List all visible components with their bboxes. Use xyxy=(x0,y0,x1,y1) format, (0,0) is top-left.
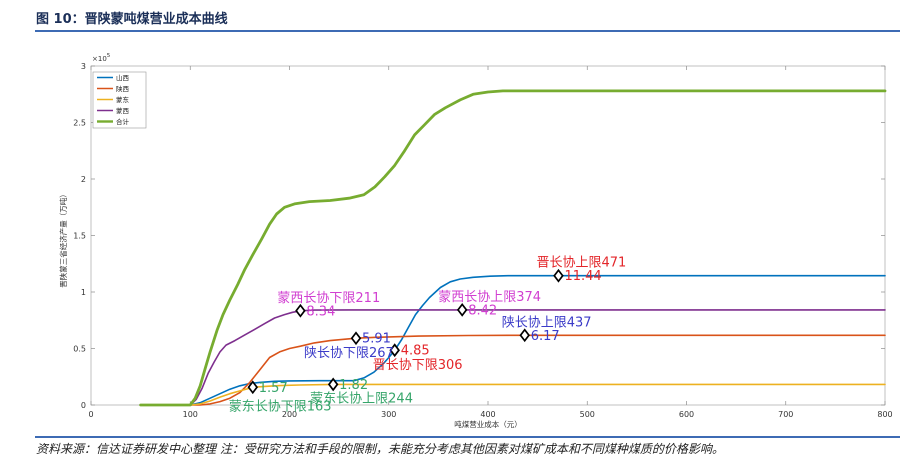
y-tick-label: 1 xyxy=(81,288,86,297)
x-tick-label: 500 xyxy=(580,410,595,419)
y-multiplier-exponent: 5 xyxy=(107,53,111,59)
annotation-value-label: 8.42 xyxy=(468,303,497,318)
annotation-value-label: 1.57 xyxy=(259,381,288,396)
annotation-title-label: 陕长协下限267 xyxy=(304,346,394,361)
annotation-marker xyxy=(247,380,259,395)
series-line-5 xyxy=(139,89,887,407)
x-tick-label: 700 xyxy=(778,410,793,419)
x-tick-label: 800 xyxy=(877,410,892,419)
series-line-1 xyxy=(139,274,886,406)
legend-entry-label: 蒙西 xyxy=(116,106,130,115)
annotation-title-label: 蒙西长协下限211 xyxy=(277,291,380,306)
legend-entry-label: 蒙东 xyxy=(116,95,130,104)
header-rule xyxy=(35,30,900,32)
annotation-value-label: 1.82 xyxy=(339,378,368,393)
legend-entry-label: 合计 xyxy=(116,117,130,126)
annotation-marker xyxy=(350,331,362,346)
figure-title: 图 10：晋陕蒙吨煤营业成本曲线 xyxy=(36,12,228,27)
y-multiplier-base: ×10 xyxy=(92,55,107,63)
annotation-title-label: 蒙东长协下限163 xyxy=(229,399,332,414)
source-note: 资料来源：信达证券研发中心整理 注：受研究方法和手段的限制，未能充分考虑其他因素… xyxy=(36,442,724,456)
y-axis: 0 0.5 1 1.5 2 2.5 3 xyxy=(73,62,885,410)
annotation-title-label: 晋长协下限306 xyxy=(373,358,463,373)
x-axis-label: 吨煤营业成本（元） xyxy=(454,419,522,429)
x-tick-label: 200 xyxy=(282,410,297,419)
annotation-value-label: 8.34 xyxy=(306,304,335,319)
annotation-marker xyxy=(553,268,564,283)
annotation-title-label: 蒙西长协上限374 xyxy=(438,290,541,305)
annotation-marker xyxy=(519,328,530,343)
x-axis: 0 100 200 300 400 500 600 700 800 xyxy=(88,66,893,419)
annotation-marker xyxy=(456,302,468,317)
y-tick-label: 2 xyxy=(81,175,86,184)
legend-entry-label: 山西 xyxy=(116,73,130,82)
annotation-title-label: 蒙东长协上限244 xyxy=(310,391,413,406)
series-line-2 xyxy=(139,334,886,406)
y-multiplier: ×105 xyxy=(92,53,111,63)
y-tick-label: 0.5 xyxy=(73,345,86,354)
x-tick-label: 100 xyxy=(183,410,198,419)
footer-rule xyxy=(35,436,900,438)
y-axis-label: 晋陕蒙三省经济产量（万吨） xyxy=(58,190,68,288)
x-tick-label: 400 xyxy=(480,410,495,419)
annotation-value-label: 11.44 xyxy=(564,269,601,284)
series-line-3 xyxy=(139,383,886,406)
y-tick-label: 1.5 xyxy=(73,232,86,241)
annotation-marker xyxy=(327,377,339,392)
x-tick-label: 600 xyxy=(679,410,694,419)
x-tick-label: 0 xyxy=(88,410,93,419)
annotation-value-label: 6.17 xyxy=(531,329,560,344)
y-tick-label: 2.5 xyxy=(73,119,86,128)
x-tick-label: 300 xyxy=(381,410,396,419)
annotation-value-label: 5.91 xyxy=(362,332,391,347)
y-tick-label: 0 xyxy=(81,401,86,410)
annotation-title-label: 陕长协上限437 xyxy=(502,315,592,330)
annotation-marker xyxy=(295,303,306,318)
legend-entry-label: 陕西 xyxy=(116,84,130,93)
annotation-title-label: 晋长协上限471 xyxy=(536,256,626,271)
annotation-value-label: 4.85 xyxy=(401,344,430,359)
y-tick-label: 3 xyxy=(81,62,86,71)
annotation-marker xyxy=(389,343,400,358)
